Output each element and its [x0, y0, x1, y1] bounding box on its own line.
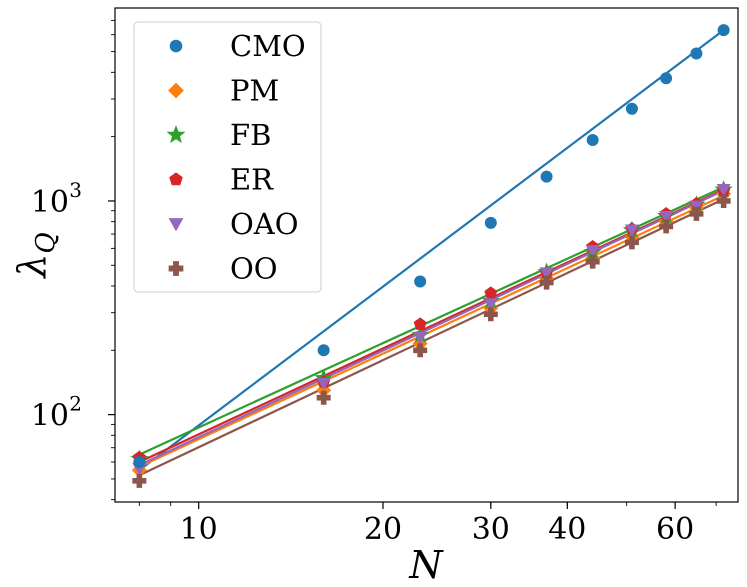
data-point-er [484, 286, 498, 299]
data-point-oao [585, 245, 600, 258]
data-point-cmo [690, 47, 703, 60]
legend-label-pm: PM [230, 74, 279, 108]
fit-line-cmo [138, 29, 725, 471]
legend-marker-pm [168, 82, 184, 99]
legend-label-oo: OO [230, 252, 278, 286]
x-tick-label: 10 [180, 512, 218, 547]
legend-marker-cmo [169, 39, 183, 53]
y-tick-exponent: 2 [69, 392, 82, 416]
data-point-cmo [660, 72, 673, 85]
data-point-oo [483, 307, 498, 322]
x-axis-title: N [408, 543, 444, 587]
data-point-cmo [317, 344, 330, 357]
data-point-cmo [586, 133, 599, 146]
legend-marker-fb [166, 125, 186, 144]
y-axis-title-subscript: Q [31, 232, 61, 253]
data-point-oao [659, 210, 674, 224]
legend-marker-oao [168, 218, 184, 232]
y-tick-exponent: 3 [69, 178, 82, 202]
x-tick-label: 30 [472, 512, 510, 547]
data-point-cmo [717, 24, 730, 37]
data-point-cmo [540, 170, 553, 183]
data-point-oo [316, 390, 331, 405]
data-point-oo [689, 206, 704, 221]
data-point-oao [624, 224, 639, 238]
x-tick-labels: 10 20 30 40 60 [180, 512, 695, 547]
y-axis-title-lambda: λ [10, 254, 54, 280]
fit-line-fb [138, 186, 725, 456]
data-point-oo [624, 235, 639, 250]
legend-label-cmo: CMO [230, 29, 306, 63]
data-point-oao [539, 267, 554, 281]
legend-label-fb: FB [230, 118, 271, 152]
major-ticks [108, 200, 676, 509]
markers [130, 24, 733, 488]
legend-label-oao: OAO [230, 207, 299, 241]
data-point-oo [716, 193, 731, 208]
data-point-oao [316, 377, 331, 391]
data-point-oao [413, 331, 428, 345]
y-tick-label: 10 [31, 399, 69, 434]
data-point-oo [659, 219, 674, 234]
legend-label-er: ER [230, 163, 274, 197]
data-point-cmo [414, 275, 427, 288]
x-tick-label: 40 [548, 512, 586, 547]
data-point-oo [413, 343, 428, 358]
x-tick-label: 20 [364, 512, 402, 547]
legend-marker-er [169, 172, 183, 186]
plot-frame [114, 7, 739, 503]
x-tick-label: 60 [656, 512, 694, 547]
data-point-er [413, 317, 427, 330]
data-point-cmo [133, 456, 146, 469]
y-axis-title: λQ [10, 232, 61, 279]
data-point-cmo [484, 216, 497, 229]
data-point-oo [132, 473, 147, 488]
legend-marker-oo [168, 261, 184, 276]
data-point-oo [585, 254, 600, 269]
legend: CMO PM FB ER OAO OO [133, 21, 322, 293]
data-point-oao [716, 184, 731, 197]
y-tick-label: 10 [31, 185, 69, 220]
data-point-oao [483, 298, 498, 311]
data-point-cmo [625, 102, 638, 115]
data-point-oo [539, 275, 554, 290]
